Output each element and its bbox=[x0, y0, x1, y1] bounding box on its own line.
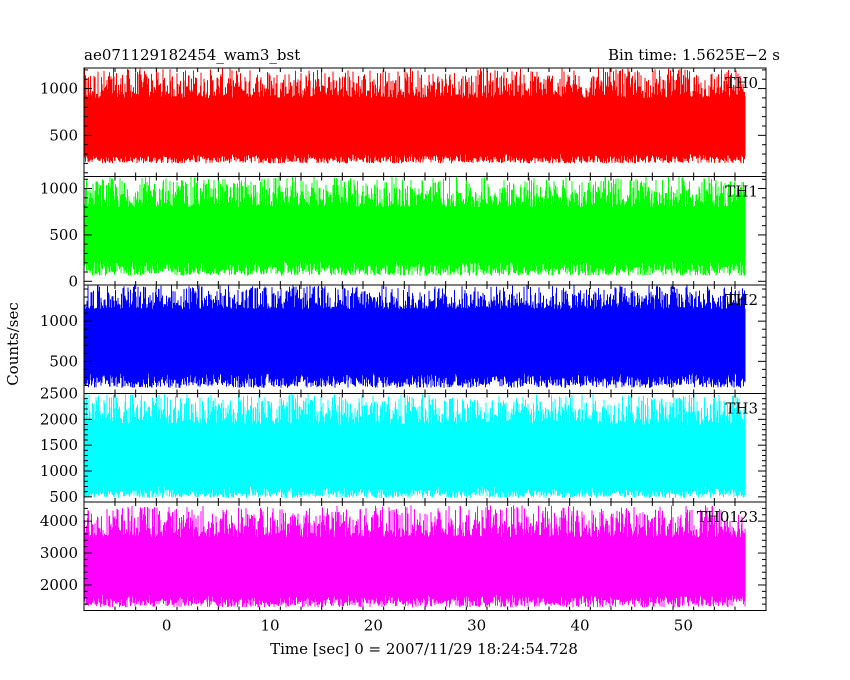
series-th0123 bbox=[84, 505, 746, 608]
bin-time-label: Bin time: 1.5625E−2 s bbox=[608, 46, 780, 64]
y-tick-label: 2500 bbox=[40, 385, 78, 403]
y-tick-label: 2000 bbox=[40, 576, 78, 594]
panel-label-th1: TH1 bbox=[725, 183, 758, 201]
y-tick-label: 1000 bbox=[40, 80, 78, 98]
y-tick-label: 0 bbox=[68, 272, 78, 290]
y-tick-label: 1000 bbox=[40, 312, 78, 330]
panel-label-th2: TH2 bbox=[725, 291, 758, 309]
y-axis-label: Counts/sec bbox=[4, 302, 22, 386]
x-tick-label: 40 bbox=[570, 617, 589, 635]
x-tick-label: 30 bbox=[467, 617, 486, 635]
y-tick-label: 500 bbox=[49, 352, 78, 370]
x-tick-label: 20 bbox=[364, 617, 383, 635]
y-tick-label: 4000 bbox=[40, 512, 78, 530]
panel-label-th0: TH0 bbox=[725, 74, 758, 92]
x-tick-label: 10 bbox=[260, 617, 279, 635]
y-tick-label: 1000 bbox=[40, 462, 78, 480]
y-tick-label: 500 bbox=[49, 488, 78, 506]
y-tick-label: 3000 bbox=[40, 544, 78, 562]
chart-title: ae071129182454_wam3_bst bbox=[84, 46, 300, 64]
series-th1 bbox=[84, 176, 746, 276]
panel-label-th3: TH3 bbox=[725, 400, 758, 418]
y-tick-label: 500 bbox=[49, 126, 78, 144]
y-tick-label: 500 bbox=[49, 226, 78, 244]
panel-label-th0123: TH0123 bbox=[697, 508, 758, 526]
y-tick-label: 2000 bbox=[40, 410, 78, 428]
y-tick-label: 1500 bbox=[40, 436, 78, 454]
series-th2 bbox=[84, 285, 746, 388]
x-axis-label: Time [sec] 0 = 2007/11/29 18:24:54.728 bbox=[270, 640, 578, 658]
series-th3 bbox=[84, 393, 746, 498]
series-th0 bbox=[84, 68, 746, 164]
x-tick-label: 50 bbox=[674, 617, 693, 635]
x-tick-label: 0 bbox=[162, 617, 172, 635]
y-tick-label: 1000 bbox=[40, 180, 78, 198]
